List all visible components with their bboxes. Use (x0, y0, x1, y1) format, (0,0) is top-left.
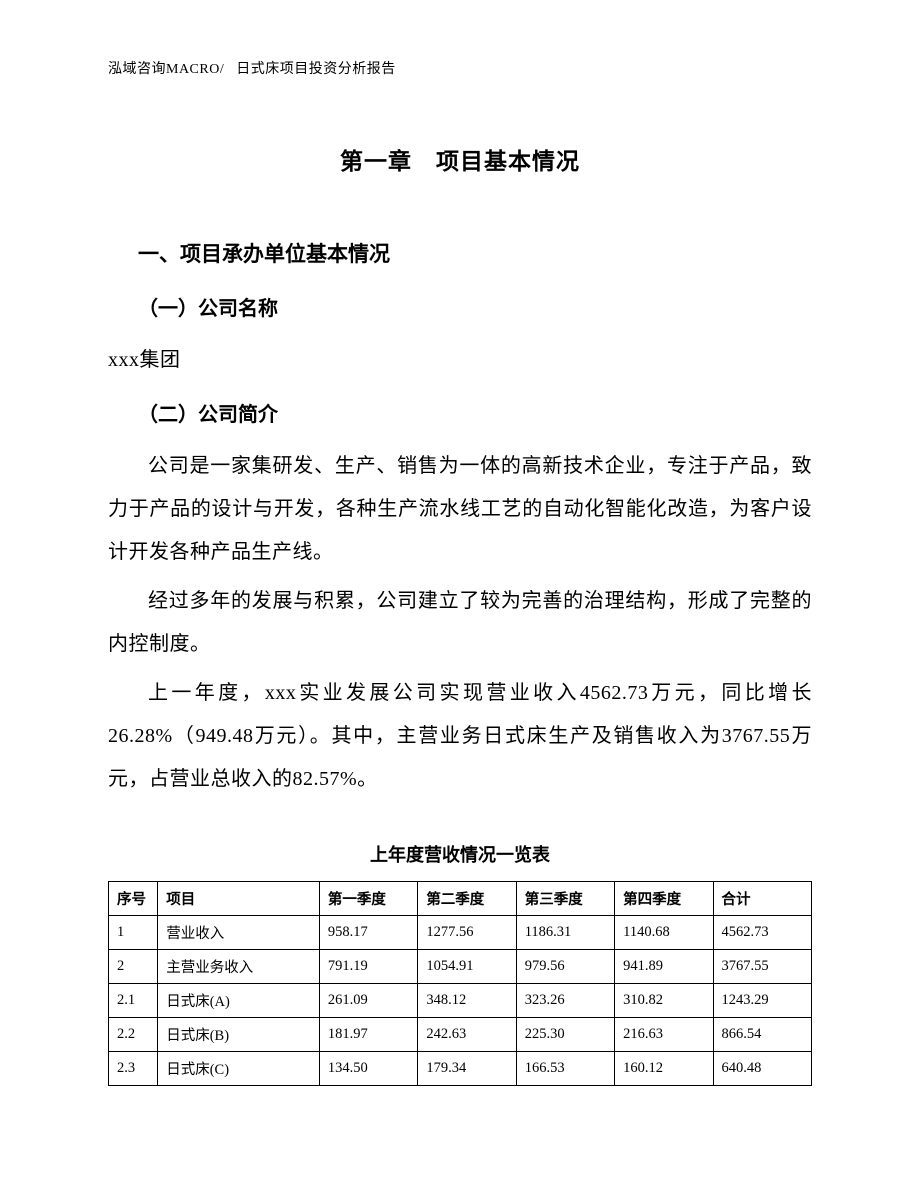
cell-q2: 1277.56 (418, 916, 516, 950)
cell-q4: 1140.68 (615, 916, 713, 950)
cell-item: 日式床(B) (158, 1018, 320, 1052)
sub-heading-company-name: （一）公司名称 (108, 292, 812, 321)
cell-item: 日式床(A) (158, 984, 320, 1018)
cell-item: 主营业务收入 (158, 950, 320, 984)
cell-seq: 2.2 (109, 1018, 158, 1052)
company-name-text: xxx集团 (108, 339, 812, 382)
cell-q1: 261.09 (319, 984, 417, 1018)
col-header-q4: 第四季度 (615, 882, 713, 916)
table-row: 2.2 日式床(B) 181.97 242.63 225.30 216.63 8… (109, 1018, 812, 1052)
cell-total: 3767.55 (713, 950, 811, 984)
cell-q4: 160.12 (615, 1052, 713, 1086)
spacer (108, 388, 812, 398)
section-1-heading: 一、项目承办单位基本情况 (108, 238, 812, 268)
document-page: 泓域咨询MACRO/ 日式床项目投资分析报告 第一章 项目基本情况 一、项目承办… (0, 0, 920, 1191)
revenue-table: 序号 项目 第一季度 第二季度 第三季度 第四季度 合计 1 营业收入 958.… (108, 881, 812, 1086)
col-header-q2: 第二季度 (418, 882, 516, 916)
col-header-item: 项目 (158, 882, 320, 916)
cell-q3: 323.26 (516, 984, 614, 1018)
intro-para-2: 经过多年的发展与积累，公司建立了较为完善的治理结构，形成了完整的内控制度。 (108, 580, 812, 666)
col-header-q1: 第一季度 (319, 882, 417, 916)
cell-item: 营业收入 (158, 916, 320, 950)
table-title: 上年度营收情况一览表 (108, 841, 812, 867)
intro-para-1: 公司是一家集研发、生产、销售为一体的高新技术企业，专注于产品，致力于产品的设计与… (108, 445, 812, 574)
cell-q3: 1186.31 (516, 916, 614, 950)
cell-q4: 941.89 (615, 950, 713, 984)
header-right: 日式床项目投资分析报告 (236, 62, 396, 77)
chapter-title: 第一章 项目基本情况 (108, 142, 812, 176)
cell-total: 866.54 (713, 1018, 811, 1052)
cell-q2: 348.12 (418, 984, 516, 1018)
col-header-q3: 第三季度 (516, 882, 614, 916)
cell-q1: 791.19 (319, 950, 417, 984)
cell-q4: 216.63 (615, 1018, 713, 1052)
table-row: 2.1 日式床(A) 261.09 348.12 323.26 310.82 1… (109, 984, 812, 1018)
sub-heading-company-intro: （二）公司简介 (108, 398, 812, 427)
cell-q1: 958.17 (319, 916, 417, 950)
cell-q3: 979.56 (516, 950, 614, 984)
cell-q4: 310.82 (615, 984, 713, 1018)
table-row: 1 营业收入 958.17 1277.56 1186.31 1140.68 45… (109, 916, 812, 950)
cell-total: 640.48 (713, 1052, 811, 1086)
cell-total: 1243.29 (713, 984, 811, 1018)
col-header-seq: 序号 (109, 882, 158, 916)
intro-para-3: 上一年度，xxx实业发展公司实现营业收入4562.73万元，同比增长26.28%… (108, 672, 812, 801)
page-header: 泓域咨询MACRO/ 日式床项目投资分析报告 (108, 58, 812, 78)
header-left: 泓域咨询MACRO/ (108, 62, 224, 77)
cell-seq: 2.3 (109, 1052, 158, 1086)
table-row: 2.3 日式床(C) 134.50 179.34 166.53 160.12 6… (109, 1052, 812, 1086)
cell-q2: 242.63 (418, 1018, 516, 1052)
cell-q2: 1054.91 (418, 950, 516, 984)
table-header-row: 序号 项目 第一季度 第二季度 第三季度 第四季度 合计 (109, 882, 812, 916)
table-row: 2 主营业务收入 791.19 1054.91 979.56 941.89 37… (109, 950, 812, 984)
cell-q2: 179.34 (418, 1052, 516, 1086)
cell-total: 4562.73 (713, 916, 811, 950)
col-header-total: 合计 (713, 882, 811, 916)
cell-q3: 166.53 (516, 1052, 614, 1086)
cell-q1: 181.97 (319, 1018, 417, 1052)
cell-q1: 134.50 (319, 1052, 417, 1086)
cell-seq: 2 (109, 950, 158, 984)
cell-seq: 1 (109, 916, 158, 950)
cell-q3: 225.30 (516, 1018, 614, 1052)
cell-seq: 2.1 (109, 984, 158, 1018)
cell-item: 日式床(C) (158, 1052, 320, 1086)
